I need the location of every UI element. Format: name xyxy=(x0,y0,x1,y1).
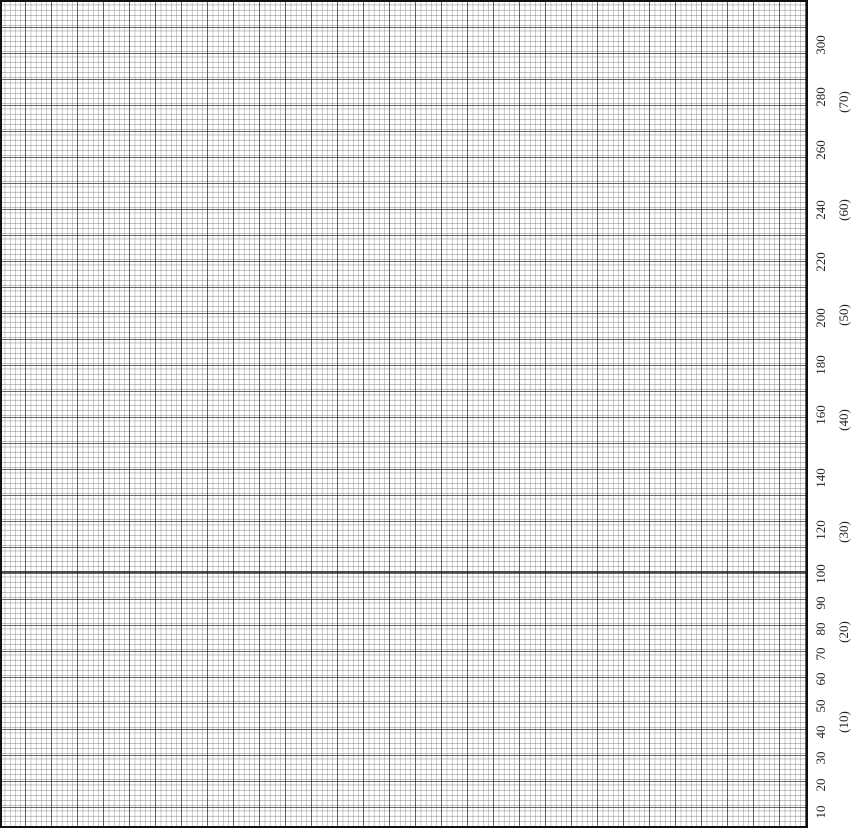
scale-label: 10 xyxy=(813,806,828,819)
secondary-scale-label: (50) xyxy=(836,304,851,326)
scale-labels: 10 20 30 40 50 60 70 80 90 100 120 140 160 180 200 220 2… xyxy=(813,35,851,818)
secondary-scale-label: (60) xyxy=(836,199,851,221)
grid xyxy=(0,0,808,828)
scale-label: 70 xyxy=(813,648,828,661)
scale-label: 40 xyxy=(813,726,828,739)
secondary-scale-label: (10) xyxy=(836,711,851,733)
scale-label: 300 xyxy=(813,35,828,55)
scale-label: 280 xyxy=(813,87,828,107)
scale-label: 60 xyxy=(813,673,828,686)
scale-label: 50 xyxy=(813,700,828,713)
scale-label: 220 xyxy=(813,252,828,272)
scale-label: 160 xyxy=(813,405,828,425)
scale-label: 260 xyxy=(813,140,828,160)
secondary-scale-label: (20) xyxy=(836,621,851,643)
secondary-scale-label: (70) xyxy=(836,91,851,113)
scale-label: 120 xyxy=(813,520,828,540)
scale-label: 100 xyxy=(813,564,828,584)
scale-label: 30 xyxy=(813,752,828,765)
secondary-scale-label: (40) xyxy=(836,409,851,431)
major-grid xyxy=(0,0,808,828)
scale-label: 180 xyxy=(813,355,828,375)
scale-label: 200 xyxy=(813,308,828,328)
border xyxy=(0,0,808,828)
secondary-scale-label: (30) xyxy=(836,521,851,543)
scale-label: 240 xyxy=(813,200,828,220)
scale-label: 140 xyxy=(813,468,828,488)
scale-label: 90 xyxy=(813,597,828,610)
scale-label: 80 xyxy=(813,623,828,636)
scale-label: 20 xyxy=(813,779,828,792)
